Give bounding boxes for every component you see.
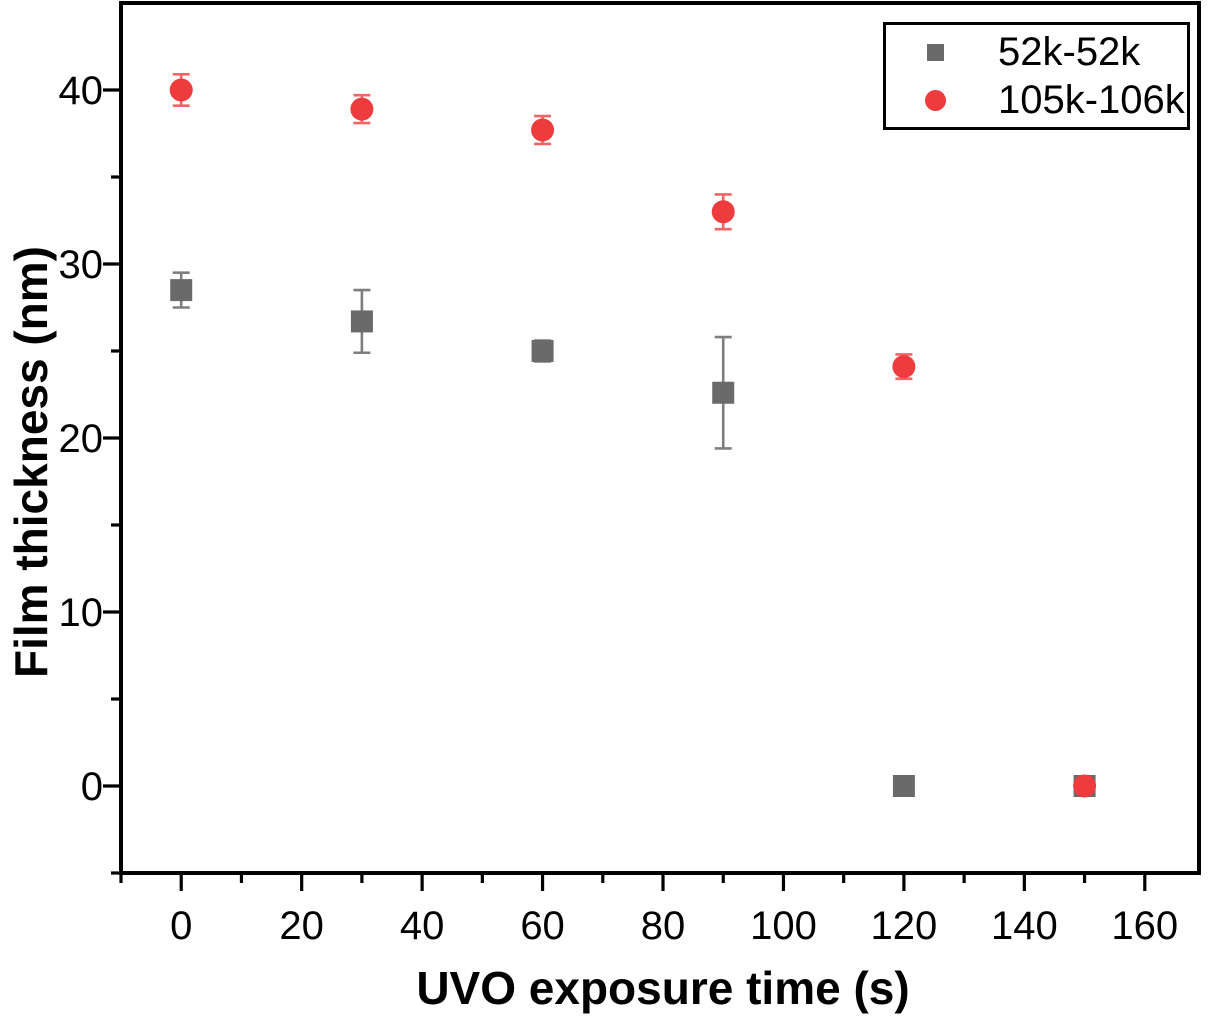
x-tick-label: 20: [279, 904, 324, 948]
x-axis-title-text: UVO exposure time (s): [416, 962, 910, 1014]
x-tick-label: 160: [1111, 904, 1178, 948]
x-tick-label: 140: [991, 904, 1058, 948]
x-tick-label: 0: [170, 904, 192, 948]
legend-square-marker-icon: [923, 40, 947, 64]
data-point-circle: [350, 97, 374, 121]
data-point-square: [350, 310, 373, 333]
data-point-circle: [531, 118, 555, 142]
x-axis: 0 20 40 60 80 100 120 140 160: [119, 873, 1178, 948]
data-point-square: [531, 340, 554, 362]
legend-item-52k-52k: 52k-52k: [886, 28, 1187, 76]
legend: 52k-52k 105k-106k: [883, 22, 1190, 130]
x-tick-label: 40: [400, 904, 445, 948]
data-point-circle: [892, 355, 916, 379]
legend-item-105k-106k: 105k-106k: [886, 76, 1187, 124]
plot-frame: [119, 1, 1201, 875]
data-point-circle: [169, 78, 193, 102]
y-axis: 0 10 20 30 40: [59, 69, 121, 875]
x-tick-label: 60: [520, 904, 565, 948]
data-point-square: [892, 775, 915, 797]
x-tick-label: 80: [641, 904, 686, 948]
y-tick-label: 0: [81, 765, 103, 809]
x-tick-label: 120: [871, 904, 938, 948]
x-tick-label: 100: [750, 904, 817, 948]
series-105k-106k: [169, 73, 1097, 798]
y-tick-label: 30: [59, 243, 104, 287]
data-point-square: [712, 381, 735, 404]
y-tick-label: 20: [59, 417, 104, 461]
data-point-circle: [711, 200, 735, 224]
y-tick-label: 10: [59, 591, 104, 635]
series-52k-52k: [170, 271, 1096, 797]
y-axis-title-text: Film thickness (nm): [5, 246, 57, 678]
data-point-square: [170, 279, 193, 302]
y-tick-label: 40: [59, 69, 104, 113]
legend-label: 52k-52k: [998, 30, 1141, 74]
legend-label: 105k-106k: [998, 78, 1185, 122]
legend-circle-marker-icon: [923, 88, 947, 112]
data-point-circle: [1073, 774, 1097, 798]
